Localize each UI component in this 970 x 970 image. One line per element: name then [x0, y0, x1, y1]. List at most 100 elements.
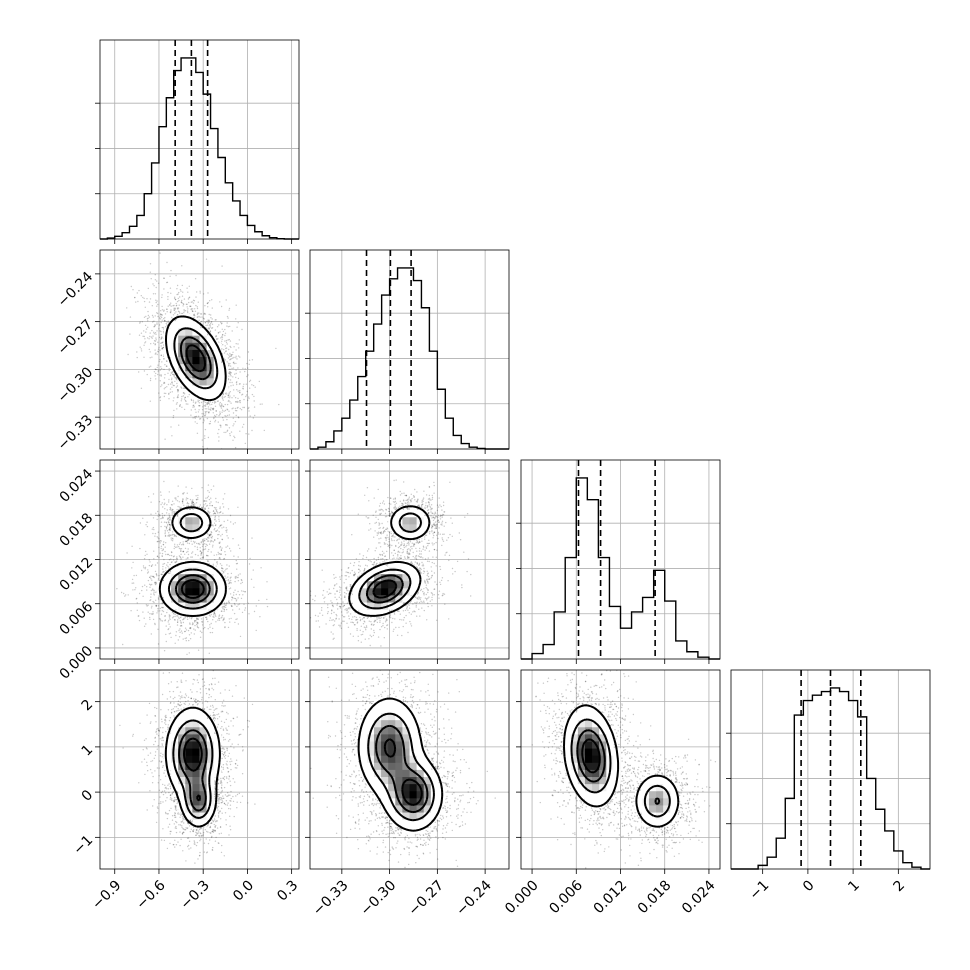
sample-point	[159, 317, 161, 319]
sample-point	[202, 422, 204, 424]
sample-point	[163, 395, 165, 398]
sample-point	[212, 544, 214, 546]
sample-point	[184, 553, 186, 555]
sample-point	[147, 326, 149, 328]
sample-point	[186, 492, 188, 494]
sample-point	[202, 543, 204, 546]
sample-point	[150, 633, 152, 635]
sample-point	[168, 519, 171, 521]
sample-point	[169, 615, 171, 617]
sample-point	[187, 553, 190, 556]
sample-point	[148, 496, 150, 498]
sample-point	[200, 541, 203, 543]
sample-point	[202, 317, 205, 319]
sample-point	[140, 569, 143, 572]
sample-point	[208, 652, 210, 654]
sample-point	[169, 508, 171, 511]
sample-point	[161, 347, 164, 349]
sample-point	[201, 439, 203, 441]
sample-point	[151, 314, 154, 317]
sample-point	[207, 324, 209, 326]
sample-point	[230, 402, 232, 404]
sample-point	[195, 401, 197, 403]
sample-point	[208, 328, 210, 330]
sample-point	[159, 540, 162, 542]
sample-point	[155, 378, 157, 380]
sample-point	[222, 618, 225, 620]
sample-point	[166, 360, 168, 362]
sample-point	[213, 612, 216, 614]
sample-point	[225, 527, 227, 529]
sample-point	[229, 433, 231, 435]
sample-point	[211, 535, 214, 538]
sample-point	[204, 508, 206, 510]
sample-point	[227, 400, 229, 402]
sample-point	[207, 333, 209, 335]
sample-point	[234, 580, 236, 583]
sample-point	[213, 612, 215, 614]
sample-point	[149, 576, 151, 579]
sample-point	[216, 554, 218, 556]
sample-point	[149, 616, 151, 619]
sample-point	[209, 326, 211, 328]
sample-point	[203, 313, 205, 315]
sample-point	[168, 617, 171, 619]
sample-point	[232, 417, 234, 419]
sample-point	[211, 299, 213, 301]
sample-point	[178, 555, 181, 557]
sample-point	[209, 624, 211, 626]
sample-point	[171, 537, 174, 539]
sample-point	[172, 373, 174, 376]
sample-point	[194, 417, 196, 419]
sample-point	[198, 542, 200, 545]
sample-point	[220, 407, 223, 409]
sample-point	[207, 524, 210, 526]
sample-point	[149, 584, 152, 586]
sample-point	[192, 399, 195, 401]
sample-point	[217, 332, 220, 334]
sample-point	[215, 510, 218, 512]
sample-point	[146, 337, 149, 339]
sample-point	[231, 330, 233, 332]
sample-point	[216, 400, 219, 402]
sample-point	[163, 650, 166, 652]
sample-point	[116, 588, 118, 590]
sample-point	[220, 323, 223, 325]
sample-point	[151, 605, 153, 607]
sample-point	[178, 506, 181, 508]
sample-point	[204, 616, 207, 619]
sample-point	[176, 389, 179, 391]
sample-point	[224, 340, 226, 342]
sample-point	[149, 263, 152, 265]
density-cell	[213, 377, 222, 386]
sample-point	[179, 620, 182, 622]
sample-point	[207, 322, 209, 324]
sample-point	[167, 291, 169, 294]
sample-point	[247, 407, 250, 410]
sample-point	[235, 355, 237, 357]
sample-point	[190, 414, 192, 416]
sample-point	[204, 401, 206, 404]
sample-point	[219, 545, 222, 548]
sample-point	[188, 652, 190, 654]
sample-point	[176, 382, 178, 385]
sample-point	[219, 331, 221, 333]
sample-point	[248, 613, 250, 615]
sample-point	[225, 341, 228, 344]
sample-point	[250, 578, 253, 580]
density-cell	[178, 313, 186, 322]
sample-point	[157, 369, 159, 371]
sample-point	[240, 579, 243, 581]
sample-point	[210, 317, 212, 319]
sample-point	[232, 376, 234, 378]
sample-point	[186, 505, 188, 507]
sample-point	[155, 339, 157, 341]
sample-point	[152, 589, 154, 591]
sample-point	[163, 382, 166, 384]
sample-point	[147, 604, 149, 606]
sample-point	[204, 507, 206, 509]
sample-point	[160, 613, 163, 615]
sample-point	[170, 309, 172, 311]
sample-point	[206, 408, 208, 410]
sample-point	[202, 540, 204, 543]
